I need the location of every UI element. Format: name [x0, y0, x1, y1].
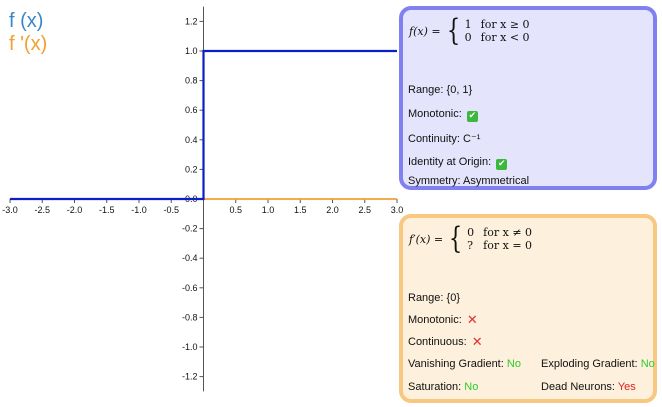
x-tick-label: -1.5 — [99, 205, 115, 215]
formula-case: 0 for x < 0 — [465, 31, 530, 44]
formula-case: 0 for x ≠ 0 — [467, 226, 532, 239]
case-value: 0 — [464, 31, 472, 44]
exploding-gradient-property: Exploding Gradient: No — [541, 358, 655, 370]
case-condition: for x < 0 — [480, 31, 530, 44]
x-tick-label: 1.5 — [294, 205, 307, 215]
dead-neurons-value: Yes — [617, 381, 636, 393]
case-condition: for x ≥ 0 — [480, 18, 530, 31]
formula-lhs: f′(x) = — [409, 232, 444, 246]
series-f-line — [10, 49, 397, 201]
monotonic-property: Monotonic: ✔ — [408, 108, 478, 122]
y-tick-label: 1.2 — [185, 16, 198, 26]
exploding-gradient-label: Exploding Gradient: — [541, 358, 638, 370]
symmetry-text: Symmetry: Asymmetrical — [408, 175, 530, 187]
x-tick-label: 3.0 — [391, 205, 404, 215]
cross-mark-icon: ✕ — [471, 335, 483, 350]
formula-cases: 1 for x ≥ 0 0 for x < 0 — [465, 18, 530, 44]
dead-neurons-label: Dead Neurons: — [541, 381, 615, 393]
saturation-value: No — [464, 381, 479, 393]
case-condition: for x = 0 — [483, 239, 533, 252]
case-value: 0 — [467, 226, 475, 239]
continuous-property: Continuous: ✕ — [408, 335, 483, 350]
monotonic-label: Monotonic: — [408, 314, 462, 326]
formula-brace: { — [446, 13, 460, 48]
y-tick-label: 0.4 — [185, 135, 198, 145]
saturation-property: Saturation: No — [408, 381, 478, 393]
exploding-gradient-value: No — [640, 358, 655, 370]
y-tick-label: -0.4 — [182, 253, 198, 263]
vanishing-gradient-label: Vanishing Gradient: — [408, 358, 504, 370]
cross-mark-icon: ✕ — [466, 313, 478, 328]
monotonic-label: Monotonic: — [408, 108, 462, 120]
y-tick-label: -1.2 — [182, 372, 198, 382]
saturation-label: Saturation: — [408, 381, 462, 393]
x-tick-label: 0.5 — [229, 205, 242, 215]
check-mark-icon: ✔ — [496, 159, 508, 170]
monotonic-property: Monotonic: ✕ — [408, 313, 478, 328]
continuous-label: Continuous: — [408, 336, 467, 348]
formula-cases: 0 for x ≠ 0 ? for x = 0 — [467, 226, 532, 252]
x-tick-label: -2.0 — [67, 205, 83, 215]
y-tick-label: 0.8 — [185, 76, 198, 86]
formula-case: ? for x = 0 — [467, 239, 532, 252]
x-tick-label: -2.5 — [34, 205, 50, 215]
identity-label: Identity at Origin: — [408, 156, 492, 168]
case-condition: for x ≠ 0 — [483, 226, 533, 239]
legend-derivative-label: f '(x) — [9, 33, 48, 55]
x-tick-label: -1.0 — [131, 205, 147, 215]
x-tick-label: 1.0 — [262, 205, 275, 215]
vanishing-gradient-property: Vanishing Gradient: No — [408, 358, 521, 370]
formula-case: 1 for x ≥ 0 — [465, 18, 530, 31]
formula-lhs: f(x) = — [409, 24, 441, 38]
case-value: ? — [467, 239, 474, 252]
x-tick-label: -0.5 — [163, 205, 179, 215]
x-tick-label: 2.5 — [358, 205, 371, 215]
y-tick-label: 0.2 — [185, 164, 198, 174]
x-tick-label: 2.0 — [326, 205, 339, 215]
vanishing-gradient-value: No — [506, 358, 521, 370]
x-tick-label: -3.0 — [2, 205, 18, 215]
dead-neurons-property: Dead Neurons: Yes — [541, 381, 636, 393]
range-text: Range: {0, 1} — [408, 84, 473, 96]
y-tick-label: 0.6 — [185, 105, 198, 115]
check-mark-icon: ✔ — [466, 111, 478, 122]
range-text: Range: {0} — [408, 292, 460, 304]
continuity-text: Continuity: C⁻¹ — [408, 133, 481, 145]
y-tick-label: -0.2 — [182, 224, 198, 234]
y-tick-label: -0.6 — [182, 283, 198, 293]
y-tick-label: -1.0 — [182, 342, 198, 352]
case-value: 1 — [464, 18, 472, 31]
formula-brace: { — [448, 221, 463, 256]
function-formula: f(x) = { 1 for x ≥ 0 0 for x < 0 — [409, 13, 530, 48]
function-info-panel: f(x) = { 1 for x ≥ 0 0 for x < 0 Range: … — [399, 6, 657, 190]
derivative-formula: f′(x) = { 0 for x ≠ 0 ? for x = 0 — [409, 221, 532, 256]
y-tick-label: -0.8 — [182, 312, 198, 322]
y-tick-label: 1.0 — [185, 46, 198, 56]
derivative-info-panel: f′(x) = { 0 for x ≠ 0 ? for x = 0 Range:… — [399, 214, 657, 403]
legend-f-label: f (x) — [9, 10, 44, 32]
identity-property: Identity at Origin: ✔ — [408, 156, 508, 170]
